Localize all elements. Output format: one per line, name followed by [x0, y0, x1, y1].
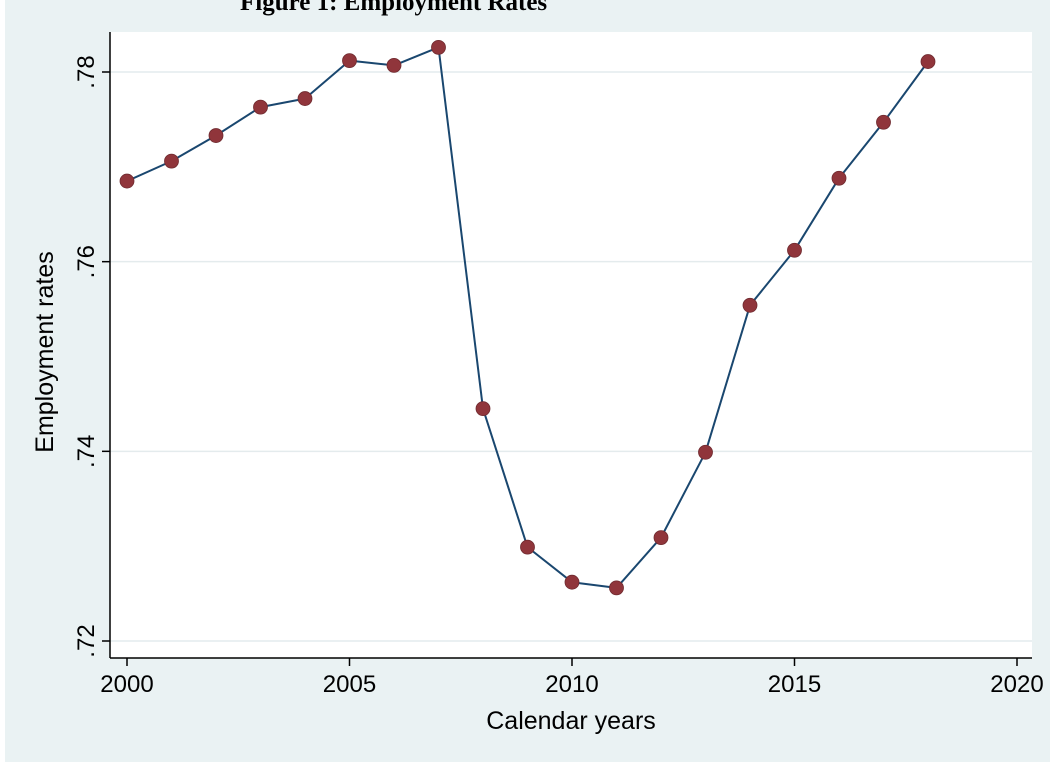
- axes: [102, 32, 1032, 666]
- data-point: [164, 153, 179, 169]
- data-point: [876, 114, 891, 130]
- x-tick-label: 2010: [545, 671, 598, 698]
- data-point: [475, 401, 491, 417]
- chart-title: Figure 1: Employment Rates: [240, 0, 547, 16]
- y-tick-label: .78: [73, 55, 100, 88]
- data-point: [119, 173, 135, 189]
- data-point: [609, 580, 624, 596]
- y-tick-label: .76: [73, 245, 100, 278]
- x-axis-title: Calendar years: [486, 707, 656, 735]
- x-tick-label: 2000: [100, 671, 153, 698]
- y-tick-label: .72: [73, 624, 100, 657]
- tick-labels: .72 .74 .76 .78 2000 2005 2010 2015 2020: [73, 55, 1044, 698]
- plot-region: [110, 32, 1032, 658]
- data-point: [297, 91, 313, 106]
- y-tick-label: .74: [73, 435, 100, 468]
- data-point: [920, 54, 936, 69]
- y-axis-title: Employment rates: [31, 251, 59, 452]
- data-point: [831, 170, 847, 186]
- x-tick-label: 2015: [768, 671, 821, 698]
- data-point: [431, 39, 446, 55]
- data-point: [386, 57, 402, 73]
- data-point: [520, 539, 535, 555]
- data-point: [653, 530, 669, 546]
- data-point: [342, 53, 357, 69]
- data-point: [208, 128, 224, 143]
- series-group: [119, 39, 936, 596]
- x-tick-label: 2005: [323, 671, 376, 698]
- data-point: [253, 99, 268, 115]
- data-point: [698, 444, 713, 460]
- x-tick-label: 2020: [990, 671, 1043, 698]
- gridlines: [110, 71, 1032, 642]
- data-point: [742, 297, 758, 313]
- data-point: [564, 574, 580, 590]
- data-point: [787, 242, 802, 258]
